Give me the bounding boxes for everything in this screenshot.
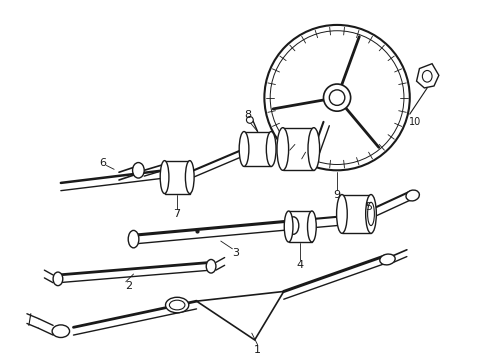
Ellipse shape xyxy=(308,128,319,170)
Ellipse shape xyxy=(170,300,185,310)
Ellipse shape xyxy=(308,211,316,242)
Ellipse shape xyxy=(160,161,169,194)
Ellipse shape xyxy=(239,131,249,166)
Bar xyxy=(244,131,271,166)
Text: 6: 6 xyxy=(99,158,106,167)
Circle shape xyxy=(329,90,345,105)
Ellipse shape xyxy=(284,211,293,242)
Text: 9: 9 xyxy=(334,189,341,199)
Circle shape xyxy=(323,84,351,111)
Ellipse shape xyxy=(53,272,63,285)
Ellipse shape xyxy=(246,117,253,123)
Text: 5: 5 xyxy=(366,202,372,212)
Polygon shape xyxy=(196,292,284,340)
Ellipse shape xyxy=(166,297,189,313)
Bar xyxy=(283,128,314,170)
Ellipse shape xyxy=(206,260,216,273)
Ellipse shape xyxy=(337,194,347,233)
Bar xyxy=(289,211,312,242)
Text: 1: 1 xyxy=(254,345,261,355)
Bar xyxy=(165,161,190,194)
Polygon shape xyxy=(416,64,439,88)
Ellipse shape xyxy=(128,230,139,248)
Ellipse shape xyxy=(267,131,276,166)
Ellipse shape xyxy=(185,161,194,194)
Text: 4: 4 xyxy=(296,260,304,270)
Text: 10: 10 xyxy=(409,117,421,127)
Bar xyxy=(342,194,371,233)
Ellipse shape xyxy=(368,202,374,226)
Text: 3: 3 xyxy=(232,248,239,258)
Circle shape xyxy=(265,25,410,170)
Ellipse shape xyxy=(133,163,144,178)
Ellipse shape xyxy=(380,254,395,265)
Ellipse shape xyxy=(288,217,299,234)
Ellipse shape xyxy=(406,190,419,201)
Ellipse shape xyxy=(52,325,70,337)
Ellipse shape xyxy=(422,71,432,82)
Text: 7: 7 xyxy=(173,209,181,219)
Text: 2: 2 xyxy=(125,281,132,291)
Ellipse shape xyxy=(366,194,376,233)
Ellipse shape xyxy=(277,128,289,170)
Text: 8: 8 xyxy=(245,110,251,120)
